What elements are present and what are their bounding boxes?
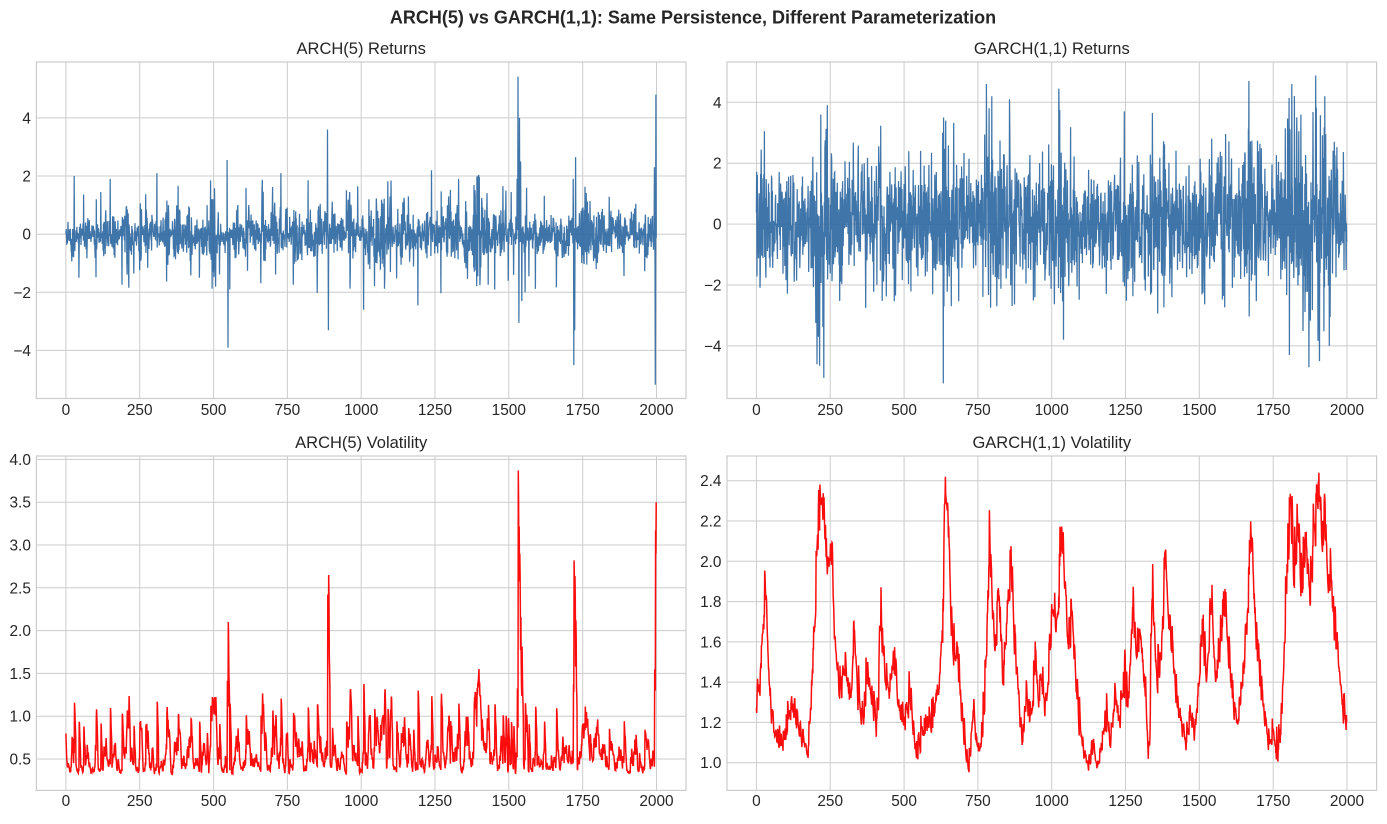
svg-text:4: 4 bbox=[22, 110, 31, 127]
svg-text:3.5: 3.5 bbox=[9, 495, 30, 512]
svg-text:2: 2 bbox=[713, 156, 722, 173]
svg-text:1.0: 1.0 bbox=[9, 709, 30, 726]
svg-text:250: 250 bbox=[127, 793, 153, 810]
svg-text:250: 250 bbox=[817, 793, 843, 810]
svg-text:1.6: 1.6 bbox=[700, 634, 721, 651]
svg-text:−4: −4 bbox=[704, 338, 722, 355]
svg-text:750: 750 bbox=[275, 402, 301, 419]
svg-text:1.8: 1.8 bbox=[700, 594, 721, 611]
svg-text:250: 250 bbox=[127, 402, 153, 419]
svg-text:0: 0 bbox=[752, 793, 761, 810]
svg-text:1250: 1250 bbox=[1108, 793, 1142, 810]
svg-text:2000: 2000 bbox=[1330, 793, 1364, 810]
svg-text:2.5: 2.5 bbox=[9, 580, 30, 597]
svg-text:500: 500 bbox=[201, 793, 227, 810]
svg-text:4.0: 4.0 bbox=[9, 452, 30, 469]
svg-text:4: 4 bbox=[713, 95, 722, 112]
svg-text:0: 0 bbox=[22, 227, 31, 244]
svg-text:1000: 1000 bbox=[344, 793, 378, 810]
svg-text:750: 750 bbox=[275, 793, 301, 810]
svg-text:2.4: 2.4 bbox=[700, 473, 722, 490]
svg-text:0: 0 bbox=[713, 217, 722, 234]
svg-text:−2: −2 bbox=[704, 278, 722, 295]
svg-text:1.2: 1.2 bbox=[700, 715, 721, 732]
svg-text:1.0: 1.0 bbox=[700, 755, 721, 772]
svg-text:500: 500 bbox=[201, 402, 227, 419]
svg-text:2000: 2000 bbox=[639, 402, 673, 419]
svg-text:2000: 2000 bbox=[639, 793, 673, 810]
svg-text:0: 0 bbox=[62, 793, 71, 810]
svg-text:250: 250 bbox=[817, 402, 843, 419]
svg-text:1250: 1250 bbox=[1108, 402, 1142, 419]
svg-text:GARCH(1,1) Returns: GARCH(1,1) Returns bbox=[974, 40, 1130, 58]
svg-text:1500: 1500 bbox=[1182, 793, 1216, 810]
svg-text:3.0: 3.0 bbox=[9, 538, 30, 555]
svg-text:1750: 1750 bbox=[1256, 793, 1290, 810]
svg-text:2.0: 2.0 bbox=[700, 554, 721, 571]
svg-text:500: 500 bbox=[891, 402, 917, 419]
svg-text:1750: 1750 bbox=[566, 793, 600, 810]
svg-text:ARCH(5) vs GARCH(1,1): Same Pe: ARCH(5) vs GARCH(1,1): Same Persistence,… bbox=[390, 7, 996, 27]
svg-text:ARCH(5) Returns: ARCH(5) Returns bbox=[297, 40, 426, 58]
svg-text:1500: 1500 bbox=[1182, 402, 1216, 419]
svg-text:1250: 1250 bbox=[418, 793, 452, 810]
svg-text:1750: 1750 bbox=[1256, 402, 1290, 419]
svg-text:−4: −4 bbox=[13, 343, 31, 360]
svg-text:1500: 1500 bbox=[492, 793, 526, 810]
svg-text:−2: −2 bbox=[13, 285, 31, 302]
svg-text:2: 2 bbox=[22, 169, 31, 186]
svg-text:ARCH(5) Volatility: ARCH(5) Volatility bbox=[295, 434, 428, 452]
svg-text:1750: 1750 bbox=[566, 402, 600, 419]
svg-text:1000: 1000 bbox=[1035, 402, 1069, 419]
svg-text:500: 500 bbox=[891, 793, 917, 810]
svg-text:1500: 1500 bbox=[492, 402, 526, 419]
svg-text:750: 750 bbox=[965, 402, 991, 419]
svg-text:2.0: 2.0 bbox=[9, 623, 30, 640]
svg-text:1.4: 1.4 bbox=[700, 675, 722, 692]
svg-text:750: 750 bbox=[965, 793, 991, 810]
svg-text:0.5: 0.5 bbox=[9, 752, 30, 769]
svg-text:GARCH(1,1) Volatility: GARCH(1,1) Volatility bbox=[972, 434, 1131, 452]
svg-text:1000: 1000 bbox=[344, 402, 378, 419]
svg-text:1.5: 1.5 bbox=[9, 666, 30, 683]
svg-text:0: 0 bbox=[62, 402, 71, 419]
svg-text:1250: 1250 bbox=[418, 402, 452, 419]
svg-text:0: 0 bbox=[752, 402, 761, 419]
svg-text:2.2: 2.2 bbox=[700, 514, 721, 531]
svg-text:1000: 1000 bbox=[1035, 793, 1069, 810]
svg-text:2000: 2000 bbox=[1330, 402, 1364, 419]
